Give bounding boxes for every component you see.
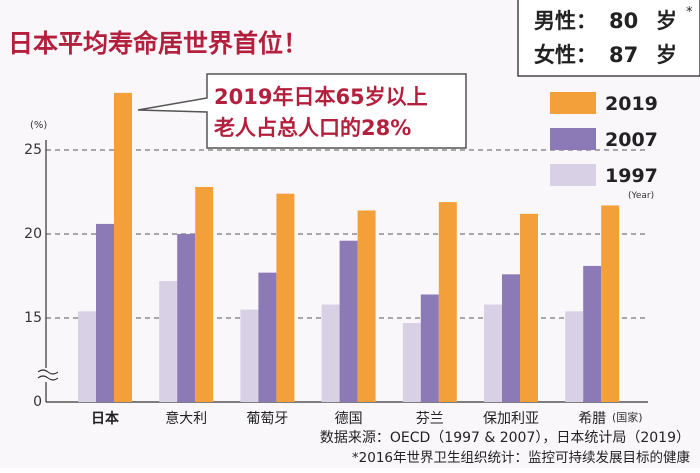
source-line2: *2016年世界卫生组织统计：监控可持续发展目标的健康 xyxy=(352,449,691,466)
legend-swatch-2019 xyxy=(550,92,596,114)
bar-2007 xyxy=(420,294,439,402)
bar-1997 xyxy=(240,309,259,402)
bar-2019 xyxy=(438,202,457,402)
bar-1997 xyxy=(402,323,421,402)
bar-2007 xyxy=(502,274,520,402)
male-label: 男性： xyxy=(534,9,597,33)
bar-2007 xyxy=(339,240,358,402)
bar-2019 xyxy=(195,186,214,402)
axis-break-gap xyxy=(38,368,58,382)
source-line1: 数据来源：OECD（1997 & 2007），日本统计局（2019） xyxy=(320,430,690,446)
y-tick-label: 25 xyxy=(24,142,42,158)
country-unit: (国家) xyxy=(612,410,643,424)
footnote-mark: * xyxy=(686,5,693,20)
female-label: 女性： xyxy=(534,43,597,67)
category-label: 希腊 xyxy=(578,411,606,427)
callout-line2: 老人占总人口的28% xyxy=(214,116,411,140)
callout: 2019年日本65岁以上 老人占总人口的28% xyxy=(137,73,467,149)
male-value: 80 xyxy=(609,9,638,33)
y-tick-label: 20 xyxy=(24,226,42,242)
legend-label-1997: 1997 xyxy=(605,165,658,187)
category-label: 意大利 xyxy=(165,410,207,427)
bar-2019 xyxy=(601,205,620,402)
x-tick-labels: 日本 意大利 葡萄牙 德国 芬兰 保加利亚 希腊 xyxy=(91,410,606,427)
bar-2019 xyxy=(114,92,132,402)
male-unit: 岁 xyxy=(656,9,677,33)
category-label: 日本 xyxy=(91,410,120,427)
y-tick-label: 0 xyxy=(33,394,42,410)
female-unit: 岁 xyxy=(656,43,677,67)
bar-2007 xyxy=(258,272,277,402)
legend-label-2007: 2007 xyxy=(605,129,658,151)
axis-break-mark-bottom xyxy=(37,375,59,381)
bar-2007 xyxy=(583,265,602,402)
bar-1997 xyxy=(565,311,584,402)
legend: 2019 2007 1997 xyxy=(550,92,658,187)
life-box-frame xyxy=(517,0,700,77)
bar-1997 xyxy=(159,281,178,402)
callout-bubble xyxy=(137,73,467,149)
page-title: 日本平均寿命居世界首位！ xyxy=(8,29,308,58)
legend-swatch-2007 xyxy=(550,128,596,150)
axis-break-mark-top xyxy=(37,369,59,375)
y-tick-label: 15 xyxy=(24,310,42,326)
bar-2019 xyxy=(276,193,295,402)
bar-1997 xyxy=(78,311,96,402)
bar-2019 xyxy=(520,213,538,402)
life-expectancy-box: 男性： 80 岁 女性： 87 岁 * xyxy=(517,0,700,77)
category-label: 葡萄牙 xyxy=(246,411,288,427)
y-axis-unit: (%) xyxy=(30,120,47,131)
callout-line1: 2019年日本65岁以上 xyxy=(214,85,428,109)
bar-1997 xyxy=(321,304,340,402)
female-value: 87 xyxy=(609,43,638,67)
bar-2007 xyxy=(177,234,196,402)
legend-label-2019: 2019 xyxy=(605,93,658,115)
category-label: 芬兰 xyxy=(416,411,444,427)
legend-swatch-1997 xyxy=(550,164,596,186)
category-label: 保加利亚 xyxy=(483,411,539,427)
bar-1997 xyxy=(484,304,502,402)
year-unit: (Year) xyxy=(628,191,654,201)
bar-2019 xyxy=(357,210,376,402)
y-tick-labels: 0 15 20 25 xyxy=(24,142,42,410)
bar-2007 xyxy=(96,223,114,402)
category-label: 德国 xyxy=(335,411,363,427)
bars xyxy=(78,92,620,402)
